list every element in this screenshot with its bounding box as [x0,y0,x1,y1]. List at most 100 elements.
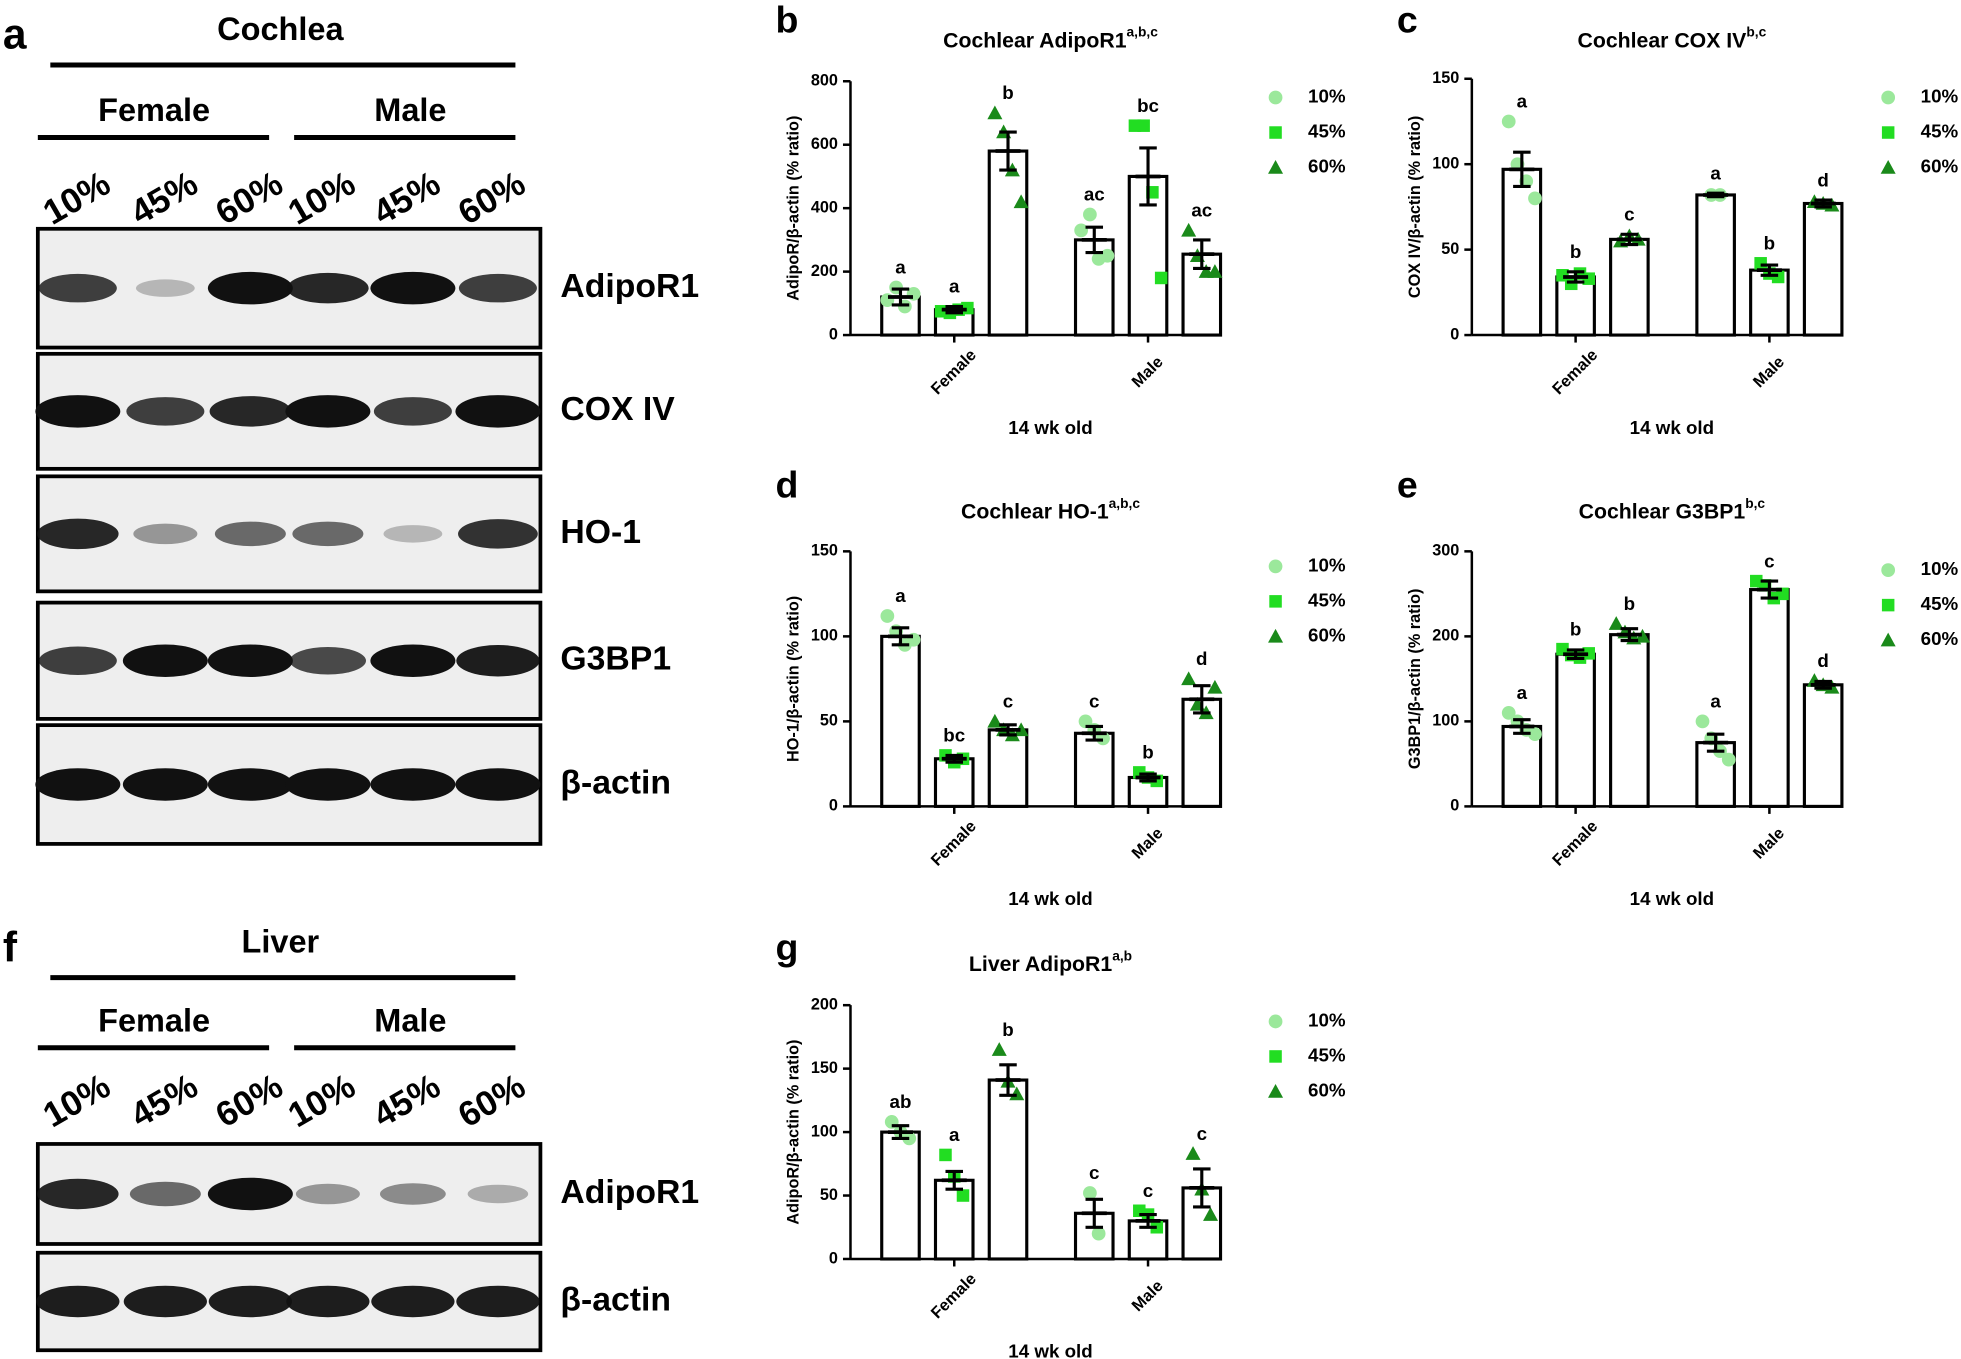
legend-marker [1268,1014,1283,1029]
significance-letter: b [1624,593,1635,614]
band [214,521,286,547]
legend-marker [1268,628,1284,643]
data-point [1721,752,1736,767]
data-point [1771,270,1785,284]
panel-letter: a [3,12,27,59]
bar [987,1078,1029,1261]
band [123,1285,207,1318]
band [207,271,293,305]
data-point [987,105,1003,120]
y-tick-label: 200 [811,262,838,280]
data-point [880,609,895,623]
data-point [1013,722,1029,737]
significance-letter: c [1764,550,1774,571]
data-point [1154,271,1168,285]
data-point [1501,114,1516,129]
band [289,646,367,675]
y-tick-label: 400 [811,198,838,216]
panel-letter: g [775,926,798,968]
y-tick-label: 600 [811,135,838,153]
significance-letter: c [1197,1123,1207,1144]
x-axis-label: 14 wk old [1630,888,1714,909]
data-point [1083,1186,1097,1200]
significance-letter: b [1764,232,1775,253]
data-point [991,1042,1007,1056]
sex-label: Female [98,92,210,128]
protein-label: G3BP1 [560,640,671,678]
band [38,646,117,675]
x-axis-label: 14 wk old [1008,888,1092,909]
title-text: Cochlear G3BP1 [1579,499,1746,523]
blot [35,474,543,594]
title-superscript: b,c [1745,495,1765,510]
bar [1802,201,1844,337]
legend-label: 10% [1308,554,1346,575]
y-tick-label: 50 [1441,240,1459,258]
significance-letter: ac [1191,200,1212,221]
legend-label: 10% [1308,1009,1346,1030]
data-point [1582,647,1595,660]
protein-label: AdipoR1 [560,267,699,305]
x-tick-label: Male [1128,1277,1166,1315]
x-tick-label: Female [1549,346,1601,398]
significance-letter: a [1517,91,1528,112]
band [458,273,537,303]
x-tick-label: Male [1750,824,1788,862]
legend-marker [1880,160,1896,174]
data-point [1100,248,1115,263]
band [380,1183,446,1205]
significance-letter: b [1570,241,1581,262]
title-text: Cochlear HO-1 [961,499,1109,523]
legend-label: 10% [1308,85,1346,106]
significance-letter: b [1142,742,1153,763]
band [295,1183,360,1205]
title-superscript: a,b,c [1109,495,1141,510]
significance-letter: b [1002,82,1013,103]
legend-label: 60% [1921,628,1959,649]
data-point [1528,727,1542,742]
significance-letter: a [949,276,960,297]
legend-marker [1268,160,1284,174]
chart-title: Cochlear G3BP1b,c [1579,495,1766,523]
band [370,644,456,677]
data-point [1078,714,1093,729]
data-point [1501,706,1516,720]
significance-letter: a [949,1124,960,1145]
y-tick-label: 0 [829,325,838,343]
tissue-label: Cochlea [217,11,344,47]
band [35,395,121,428]
band [208,1285,292,1318]
legend-marker [1880,632,1896,647]
data-point [1695,714,1710,729]
bar [1609,237,1650,337]
band [207,768,293,801]
lane-label: 10% [37,1066,117,1135]
significance-letter: bc [1137,95,1159,116]
band [456,644,540,677]
y-axis-label: COX IV/β-actin (% ratio) [1406,116,1424,298]
bar [1073,731,1115,808]
x-tick-label: Female [928,817,980,869]
chart-title: Cochlear COX IVb,c [1578,24,1767,52]
legend-label: 60% [1308,1079,1346,1100]
significance-letter: ab [890,1091,912,1112]
significance-letter: b [1570,618,1581,639]
lane-label: 45% [124,164,204,233]
band [207,1177,293,1211]
band [207,644,293,677]
band [37,518,119,550]
y-tick-label: 800 [811,72,838,90]
tissue-label: Liver [242,924,320,960]
data-point [1185,1146,1201,1160]
lane-label: 60% [452,164,532,233]
band [292,521,364,547]
chart-title: Liver AdipoR1a,b [969,948,1132,976]
significance-letter: c [1089,691,1099,712]
sex-label: Female [98,1002,210,1038]
band [209,396,292,427]
data-point [956,1189,970,1202]
significance-letter: c [1089,1162,1099,1183]
y-axis-label: HO-1/β-actin (% ratio) [785,596,803,762]
band [133,523,198,545]
